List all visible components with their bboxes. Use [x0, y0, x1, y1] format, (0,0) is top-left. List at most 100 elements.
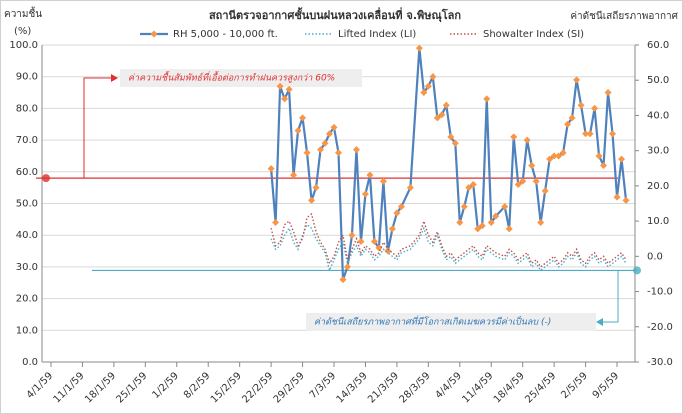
data-point: [528, 161, 536, 169]
data-point: [366, 171, 374, 179]
data-point: [397, 203, 405, 211]
data-point: [604, 89, 612, 97]
y-axis-label: (%): [14, 26, 31, 37]
y-tick-label: 50.0: [16, 199, 38, 210]
annotation-arrow: [111, 74, 118, 82]
y-tick-label: 100.0: [9, 40, 38, 51]
annotation: ค่าความชื้นสัมพัทธ์ที่เอื้อต่อการทำฝนควร…: [128, 71, 335, 84]
data-point: [429, 73, 437, 81]
chart-title: สถานีตรวจอากาศชั้นบนฝนหลวงเคลื่อนที่ จ.พ…: [209, 7, 461, 23]
data-point: [600, 161, 608, 169]
data-point: [424, 82, 432, 90]
data-point: [339, 276, 347, 284]
y-tick-label: 90.0: [16, 72, 38, 83]
data-point: [564, 120, 572, 128]
data-point: [348, 231, 356, 239]
data-point: [465, 184, 473, 192]
data-point: [474, 225, 482, 233]
data-point: [361, 190, 369, 198]
data-point: [447, 133, 455, 141]
data-point: [267, 165, 275, 173]
data-point: [321, 139, 329, 147]
data-point: [568, 114, 576, 122]
y-tick-label: 60.0: [16, 167, 38, 178]
data-point: [555, 152, 563, 160]
data-point: [343, 263, 351, 271]
data-point: [393, 209, 401, 217]
data-point: [591, 104, 599, 112]
data-point: [312, 184, 320, 192]
data-point: [285, 85, 293, 93]
data-point: [290, 171, 298, 179]
y2-tick-label: -20.0: [647, 322, 673, 333]
data-point: [433, 114, 441, 122]
y2-tick-label: -30.0: [647, 357, 673, 368]
data-point: [510, 133, 518, 141]
data-point: [375, 244, 383, 252]
annotation-connector: [602, 270, 619, 323]
data-point: [582, 130, 590, 138]
y-tick-label: 30.0: [16, 262, 38, 273]
data-point: [550, 152, 558, 160]
annotation: ค่าดัชนีเสถียรภาพอากาศที่มีโอกาสเกิดเมฆค…: [314, 315, 551, 328]
data-point: [546, 155, 554, 163]
data-point: [330, 123, 338, 131]
data-point: [532, 177, 540, 185]
data-point: [420, 89, 428, 97]
data-point: [573, 76, 581, 84]
data-point: [613, 193, 621, 201]
data-point: [577, 101, 585, 109]
data-point: [388, 225, 396, 233]
data-point: [308, 196, 316, 204]
y2-tick-label: 50.0: [647, 75, 669, 86]
data-point: [586, 130, 594, 138]
data-point: [276, 82, 284, 90]
y2-tick-label: 60.0: [647, 40, 669, 51]
data-point: [335, 149, 342, 157]
data-point: [492, 212, 500, 220]
y-tick-label: 70.0: [16, 135, 38, 146]
y-tick-label: 20.0: [16, 294, 38, 305]
reference-marker: [42, 174, 50, 183]
legend-label: RH 5,000 - 10,000 ft.: [173, 29, 278, 40]
data-point: [299, 114, 307, 122]
data-point: [281, 95, 289, 103]
data-point: [487, 219, 495, 227]
legend-label: Lifted Index (LI): [338, 29, 416, 40]
y-tick-label: 40.0: [16, 230, 38, 241]
data-point: [272, 219, 280, 227]
series-line: [270, 212, 627, 268]
data-point: [541, 187, 549, 195]
data-point: [384, 247, 392, 255]
y-tick-label: 80.0: [16, 103, 38, 114]
data-point: [406, 184, 414, 192]
data-point: [451, 139, 459, 147]
reference-marker: [633, 266, 641, 275]
data-point: [379, 177, 387, 185]
data-point: [415, 44, 423, 52]
y2-axis-label: ค่าดัชนีเสถียรภาพอากาศ: [570, 10, 678, 22]
data-point: [618, 155, 626, 163]
data-point: [514, 180, 522, 188]
data-point: [370, 238, 378, 246]
data-point: [352, 146, 360, 154]
data-point: [357, 238, 365, 246]
data-point: [442, 101, 450, 109]
data-point: [303, 149, 311, 157]
data-point: [483, 95, 491, 103]
y-tick-label: 10.0: [16, 325, 38, 336]
legend-label: Showalter Index (SI): [483, 29, 584, 40]
data-point: [505, 225, 513, 233]
data-point: [609, 130, 617, 138]
data-point: [559, 149, 567, 157]
y2-tick-label: 30.0: [647, 146, 669, 157]
data-point: [501, 203, 509, 211]
data-point: [460, 203, 468, 211]
annotation-box: [306, 313, 596, 331]
data-point: [519, 177, 527, 185]
y2-tick-label: -10.0: [647, 287, 673, 298]
legend-marker: [150, 30, 158, 38]
annotation-connector: [83, 77, 112, 179]
y2-tick-label: 20.0: [647, 181, 669, 192]
data-point: [326, 130, 334, 138]
